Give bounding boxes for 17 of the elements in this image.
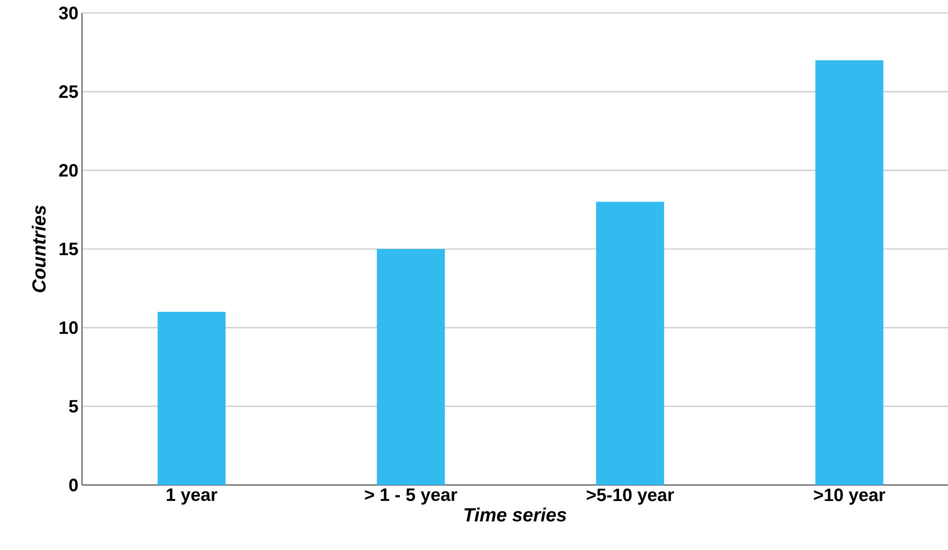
y-tick-label: 30 [58,6,78,20]
bar [815,60,884,485]
x-tick-label: >10 year [814,488,886,505]
x-tick-label: 1 year [166,488,218,505]
y-tick-label: 5 [69,400,78,413]
x-tick-label: >5-10 year [586,488,674,505]
bar [158,312,226,485]
y-tick-label: 0 [69,478,78,492]
y-tick-label: 15 [60,242,78,256]
y-tick-label: 25 [59,85,78,98]
bar [376,249,445,485]
x-axis-title: Time series [464,508,566,522]
y-tick-label: 20 [59,164,78,177]
y-axis-title: Countries [32,205,46,292]
y-tick-label: 10 [60,321,78,334]
x-tick-label: > 1 - 5 year [365,488,458,505]
bar [596,202,664,485]
